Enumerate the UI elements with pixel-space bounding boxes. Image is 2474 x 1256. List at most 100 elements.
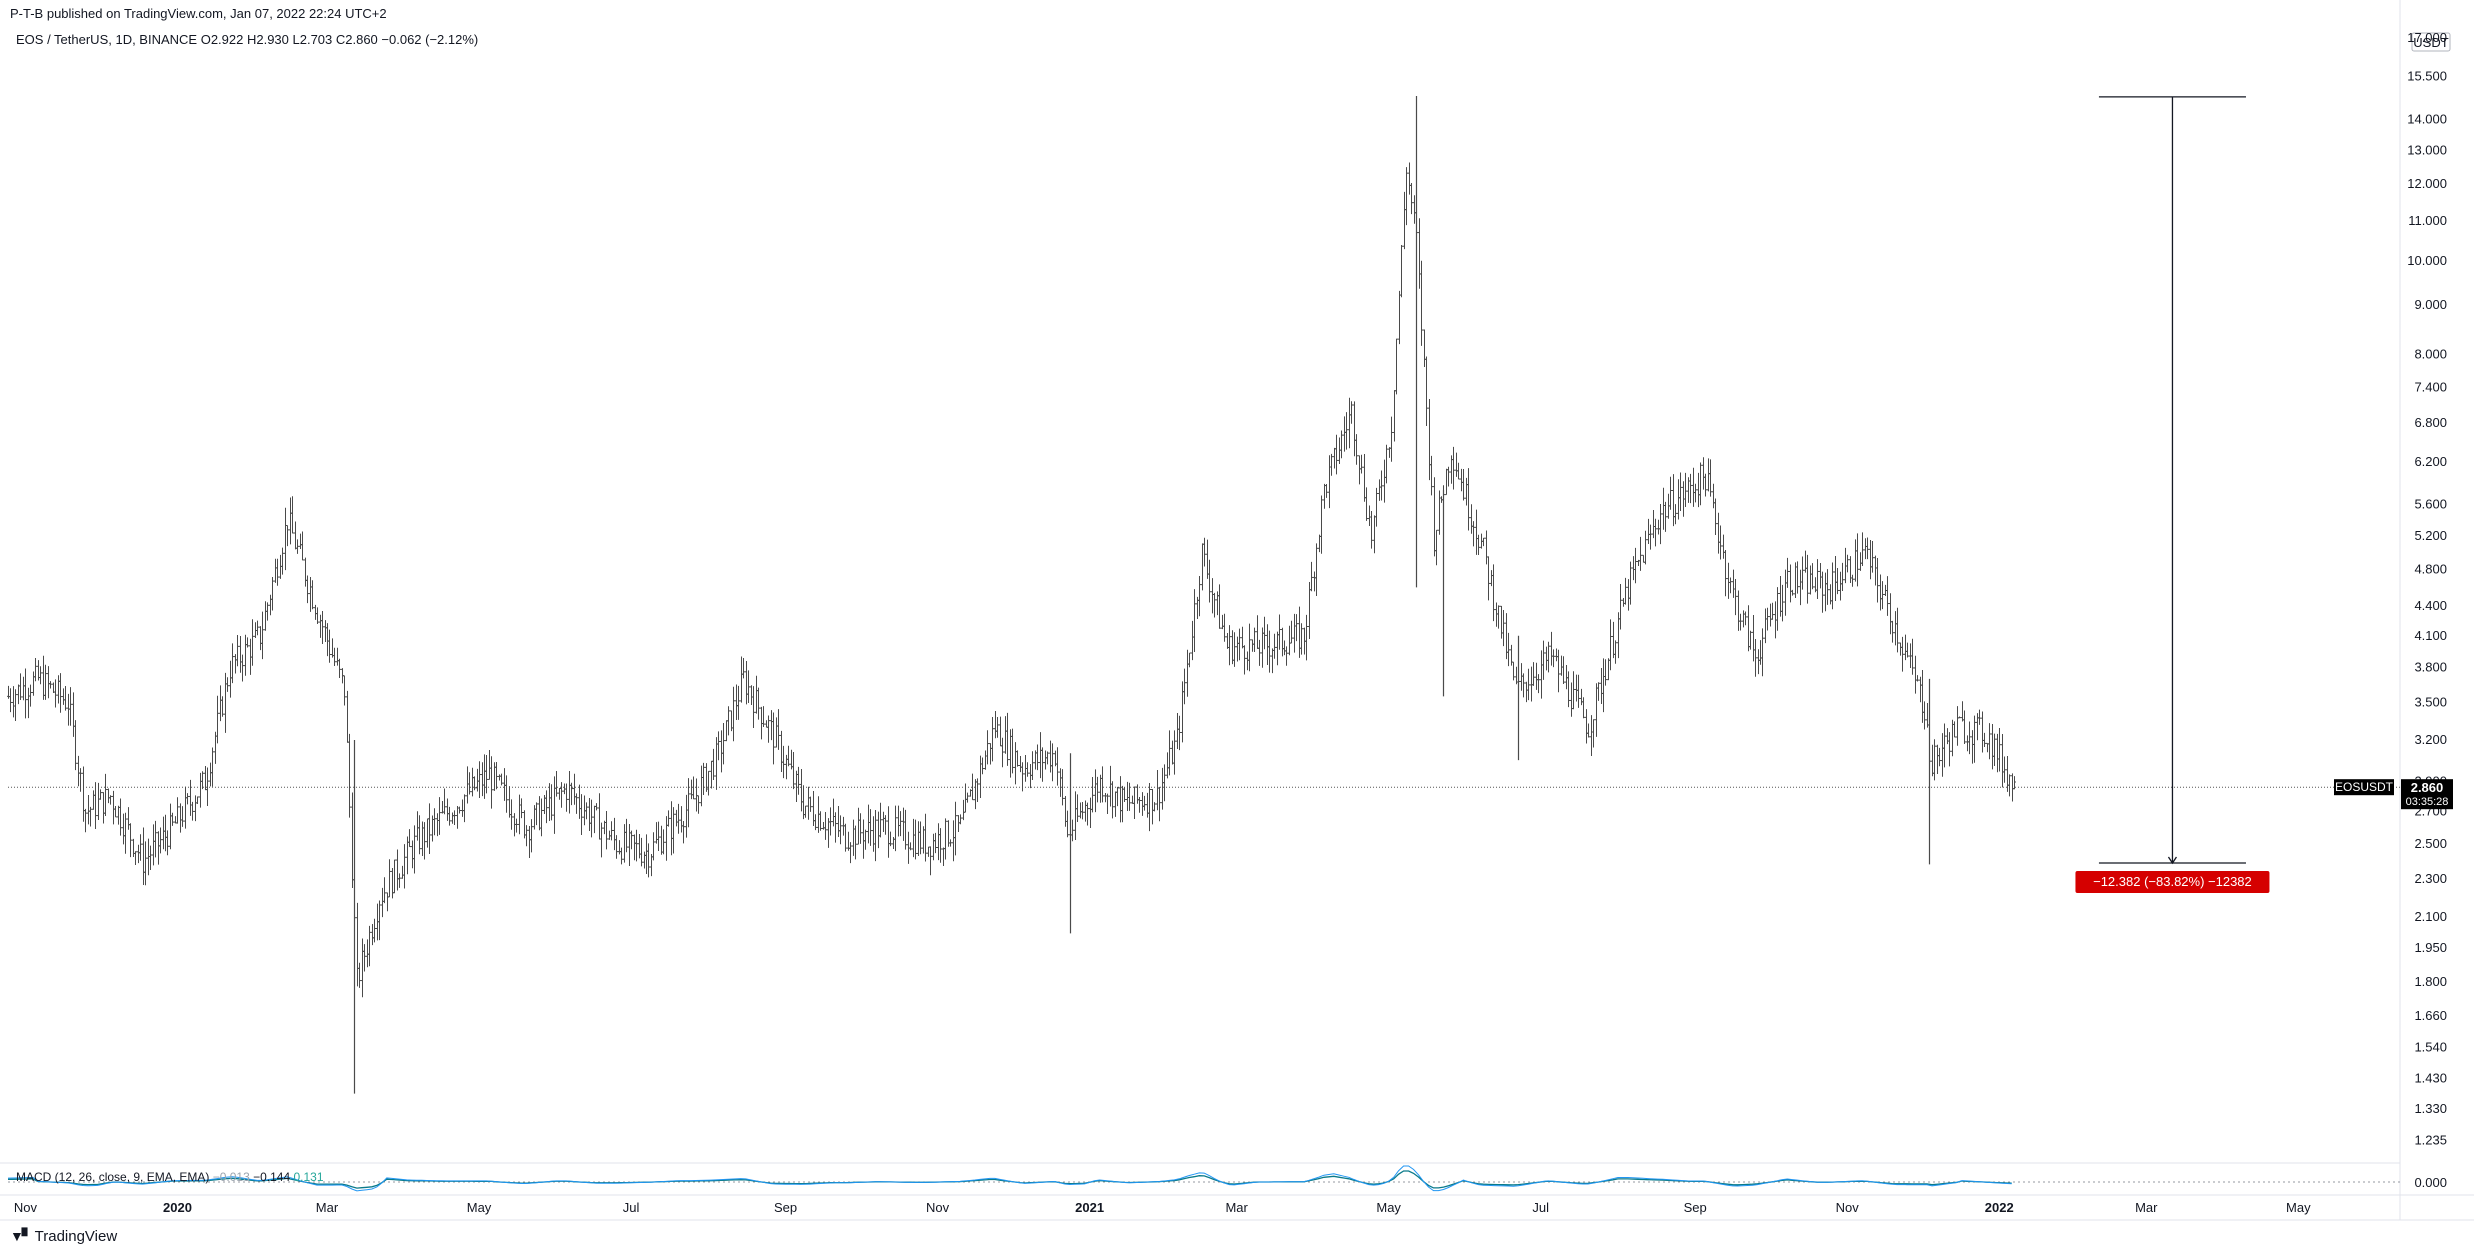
price-bar [109, 795, 112, 805]
time-tick-label: 2022 [1985, 1200, 2014, 1215]
price-bar [343, 675, 346, 706]
price-bar [964, 783, 967, 813]
price-bar [1717, 512, 1720, 554]
price-bar [316, 607, 319, 625]
time-tick-label: Nov [14, 1200, 38, 1215]
price-range-measure[interactable]: −12.382 (−83.82%) −12382 [2075, 96, 2270, 894]
currency-label-text: USDT [2413, 35, 2448, 50]
price-bar [67, 693, 70, 726]
price-bar [1470, 504, 1473, 534]
price-bar [1776, 587, 1779, 631]
price-bar [540, 798, 543, 837]
price-bar [311, 580, 314, 610]
price-bar [1221, 614, 1224, 630]
price-bar [535, 802, 538, 826]
price-bar [1522, 673, 1525, 698]
price-bar [1585, 709, 1588, 744]
price-bar [1502, 609, 1505, 647]
price-bar [1555, 648, 1558, 662]
price-bar [1128, 782, 1131, 811]
price-bar [321, 610, 324, 645]
price-bar [1445, 468, 1448, 496]
price-bar [391, 867, 394, 899]
price-bar [976, 778, 979, 803]
price-bar [1983, 732, 1986, 747]
price-bar [1126, 781, 1129, 811]
price-bar [745, 660, 748, 705]
price-bar [1707, 458, 1710, 492]
price-bar [281, 547, 284, 575]
price-bar [239, 635, 242, 673]
price-bar [722, 722, 725, 765]
price-bar [1694, 483, 1697, 503]
price-bar [560, 782, 563, 808]
price-bar [1914, 655, 1917, 694]
price-bar [508, 786, 511, 818]
price-bar [1161, 767, 1164, 810]
price-tick-label: 10.000 [2407, 253, 2447, 268]
price-bar [29, 684, 32, 707]
time-tick-label: Nov [926, 1200, 950, 1215]
price-bar [944, 818, 947, 860]
price-bar [1086, 802, 1089, 826]
price-bar [1153, 802, 1156, 812]
price-bar [296, 539, 299, 554]
price-bar [952, 820, 955, 862]
price-bar [1911, 638, 1914, 675]
time-axis[interactable]: Nov 2020 Mar May Jul Sep Nov 2021 Mar May Jul Sep No… [14, 1200, 2311, 1215]
price-bar [1430, 455, 1433, 496]
price-bar [122, 813, 125, 845]
price-bar [1348, 397, 1351, 449]
price-bar [1732, 569, 1735, 598]
price-bar [924, 813, 927, 862]
price-bar [209, 762, 212, 787]
price-bar [388, 859, 391, 898]
price-bar [1006, 712, 1009, 766]
price-bar [1203, 537, 1206, 567]
price-bar [1567, 671, 1570, 708]
price-bar [1183, 668, 1186, 705]
price-bar [645, 834, 648, 875]
price-bar [289, 497, 292, 545]
price-bar [299, 533, 302, 550]
price-bar [593, 805, 596, 834]
price-bar [1560, 655, 1563, 676]
price-bar [777, 709, 780, 750]
tradingview-footer[interactable]: ▼▘ TradingView [10, 1228, 117, 1245]
price-bar [84, 808, 87, 833]
price-bar [682, 820, 685, 844]
price-bar [446, 798, 449, 821]
price-bar [1632, 556, 1635, 581]
price-bar [1136, 784, 1139, 804]
price-bar [1752, 615, 1755, 662]
price-bar [1881, 581, 1884, 610]
price-tick-label: 3.200 [2414, 732, 2447, 747]
price-bar [735, 684, 738, 721]
price-bar [1799, 569, 1802, 606]
price-bar [1996, 733, 1999, 773]
price-bar [383, 877, 386, 904]
price-bar [426, 818, 429, 848]
price-bar [1829, 584, 1832, 605]
price-bar [229, 660, 232, 698]
price-bar [44, 664, 47, 700]
price-bar [1158, 786, 1161, 822]
price-bar [1577, 674, 1580, 708]
price-bar [608, 830, 611, 840]
price-bar [1360, 454, 1363, 474]
price-bar [1963, 710, 1966, 744]
price-bar [1757, 649, 1760, 675]
price-bar [1452, 446, 1455, 490]
price-tick-label: 5.600 [2414, 497, 2447, 512]
price-bar [1512, 661, 1515, 681]
price-bar [1293, 613, 1296, 653]
price-bar [725, 720, 728, 742]
price-bar [942, 847, 945, 866]
price-bar [1869, 539, 1872, 580]
price-bar [1482, 537, 1485, 547]
price-bar [879, 802, 882, 838]
price-bar [309, 577, 312, 612]
